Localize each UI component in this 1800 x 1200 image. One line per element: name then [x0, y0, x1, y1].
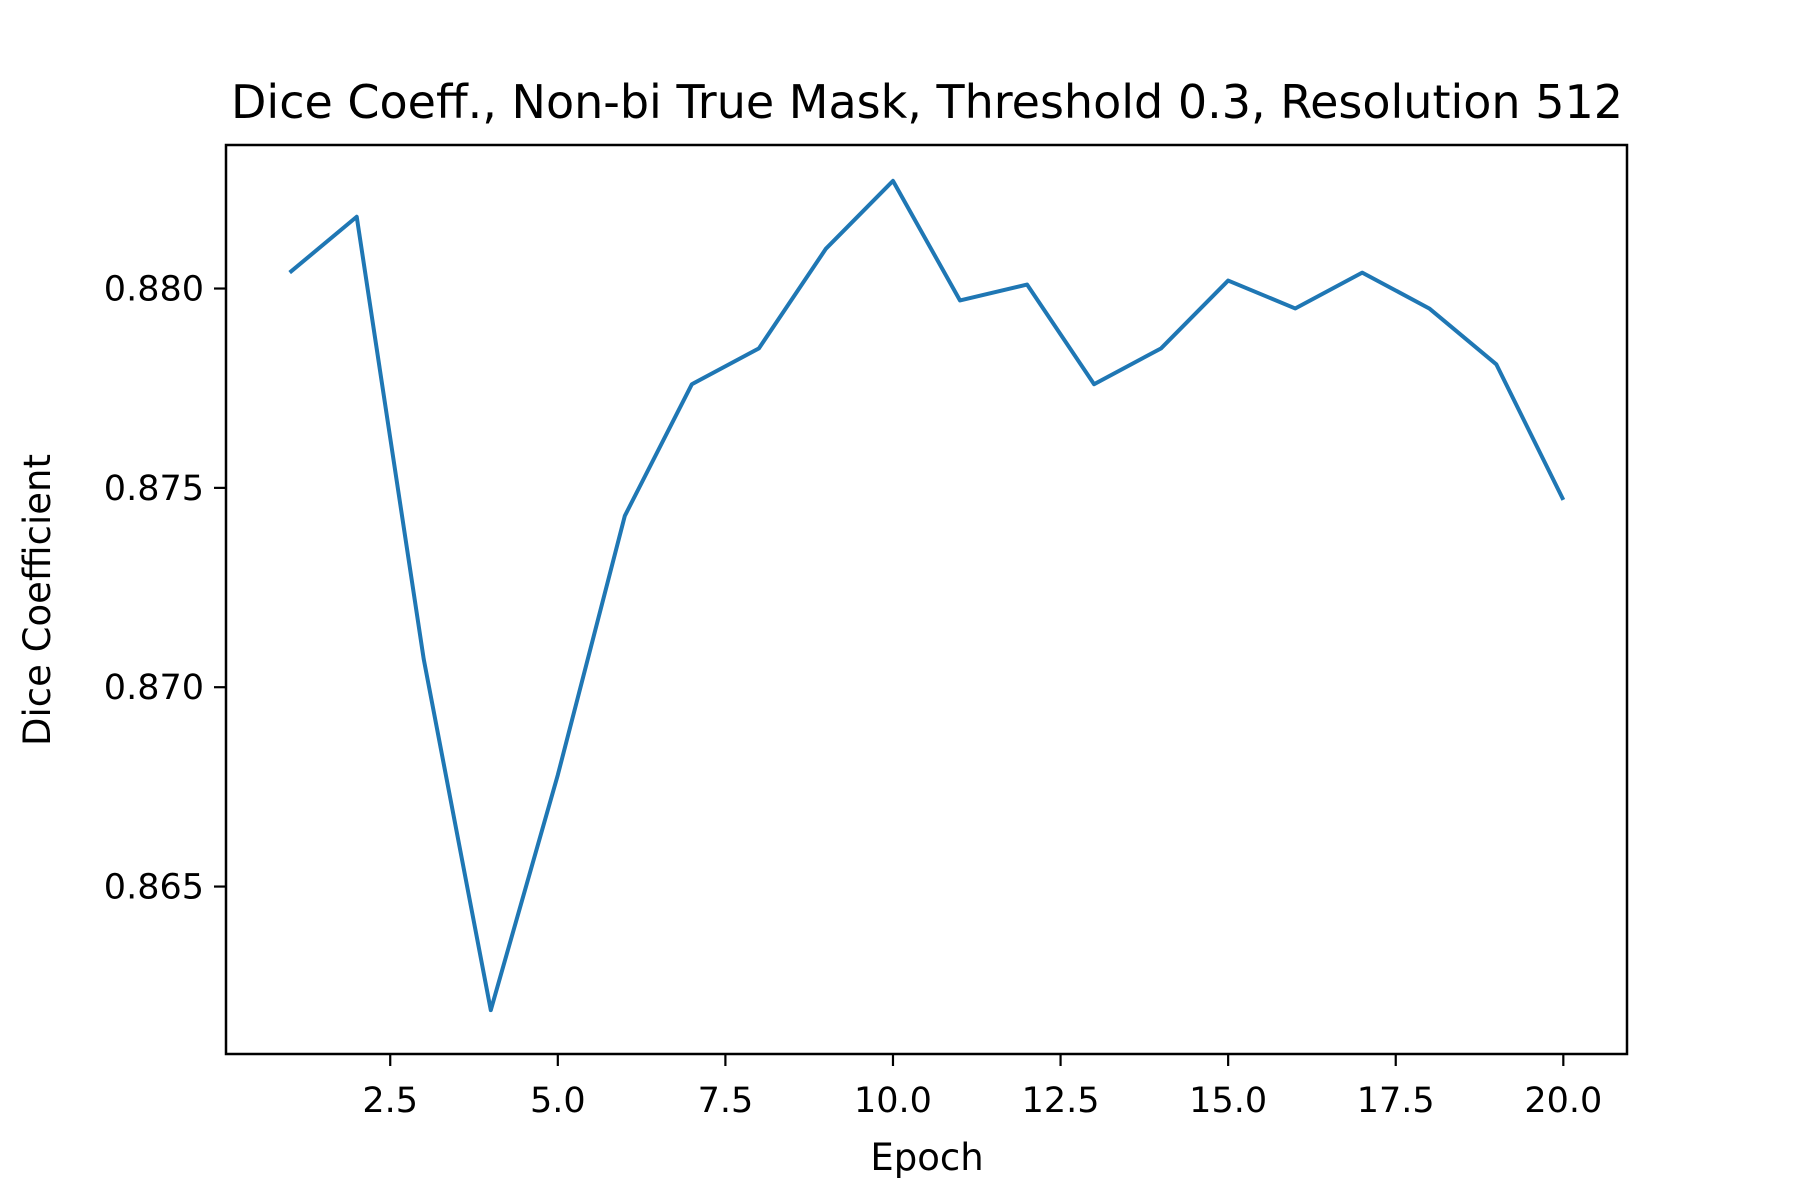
x-tick-label: 12.5 — [1022, 1081, 1100, 1121]
chart-title: Dice Coeff., Non-bi True Mask, Threshold… — [231, 75, 1623, 129]
x-axis-label: Epoch — [870, 1136, 983, 1179]
y-tick-label: 0.880 — [104, 270, 204, 310]
x-tick-label: 20.0 — [1524, 1081, 1602, 1121]
plot-frame — [224, 143, 1629, 1056]
x-axis-ticks: 2.5 5.0 7.5 10.0 12.5 15.0 17.5 20.0 — [362, 1054, 1602, 1121]
series-layer — [288, 178, 1566, 1013]
y-tick-label: 0.870 — [104, 668, 204, 708]
x-tick-label: 2.5 — [362, 1081, 418, 1121]
series-line — [288, 178, 1566, 1013]
y-axis-label: Dice Coefficient — [16, 454, 59, 746]
x-tick-label: 17.5 — [1357, 1081, 1435, 1121]
x-tick-label: 15.0 — [1189, 1081, 1267, 1121]
y-tick-label: 0.875 — [104, 469, 204, 509]
x-tick-label: 7.5 — [698, 1081, 754, 1121]
y-axis-ticks: 0.865 0.870 0.875 0.880 — [104, 270, 226, 908]
x-tick-label: 10.0 — [854, 1081, 932, 1121]
y-tick-label: 0.865 — [104, 868, 204, 908]
x-tick-label: 5.0 — [530, 1081, 586, 1121]
